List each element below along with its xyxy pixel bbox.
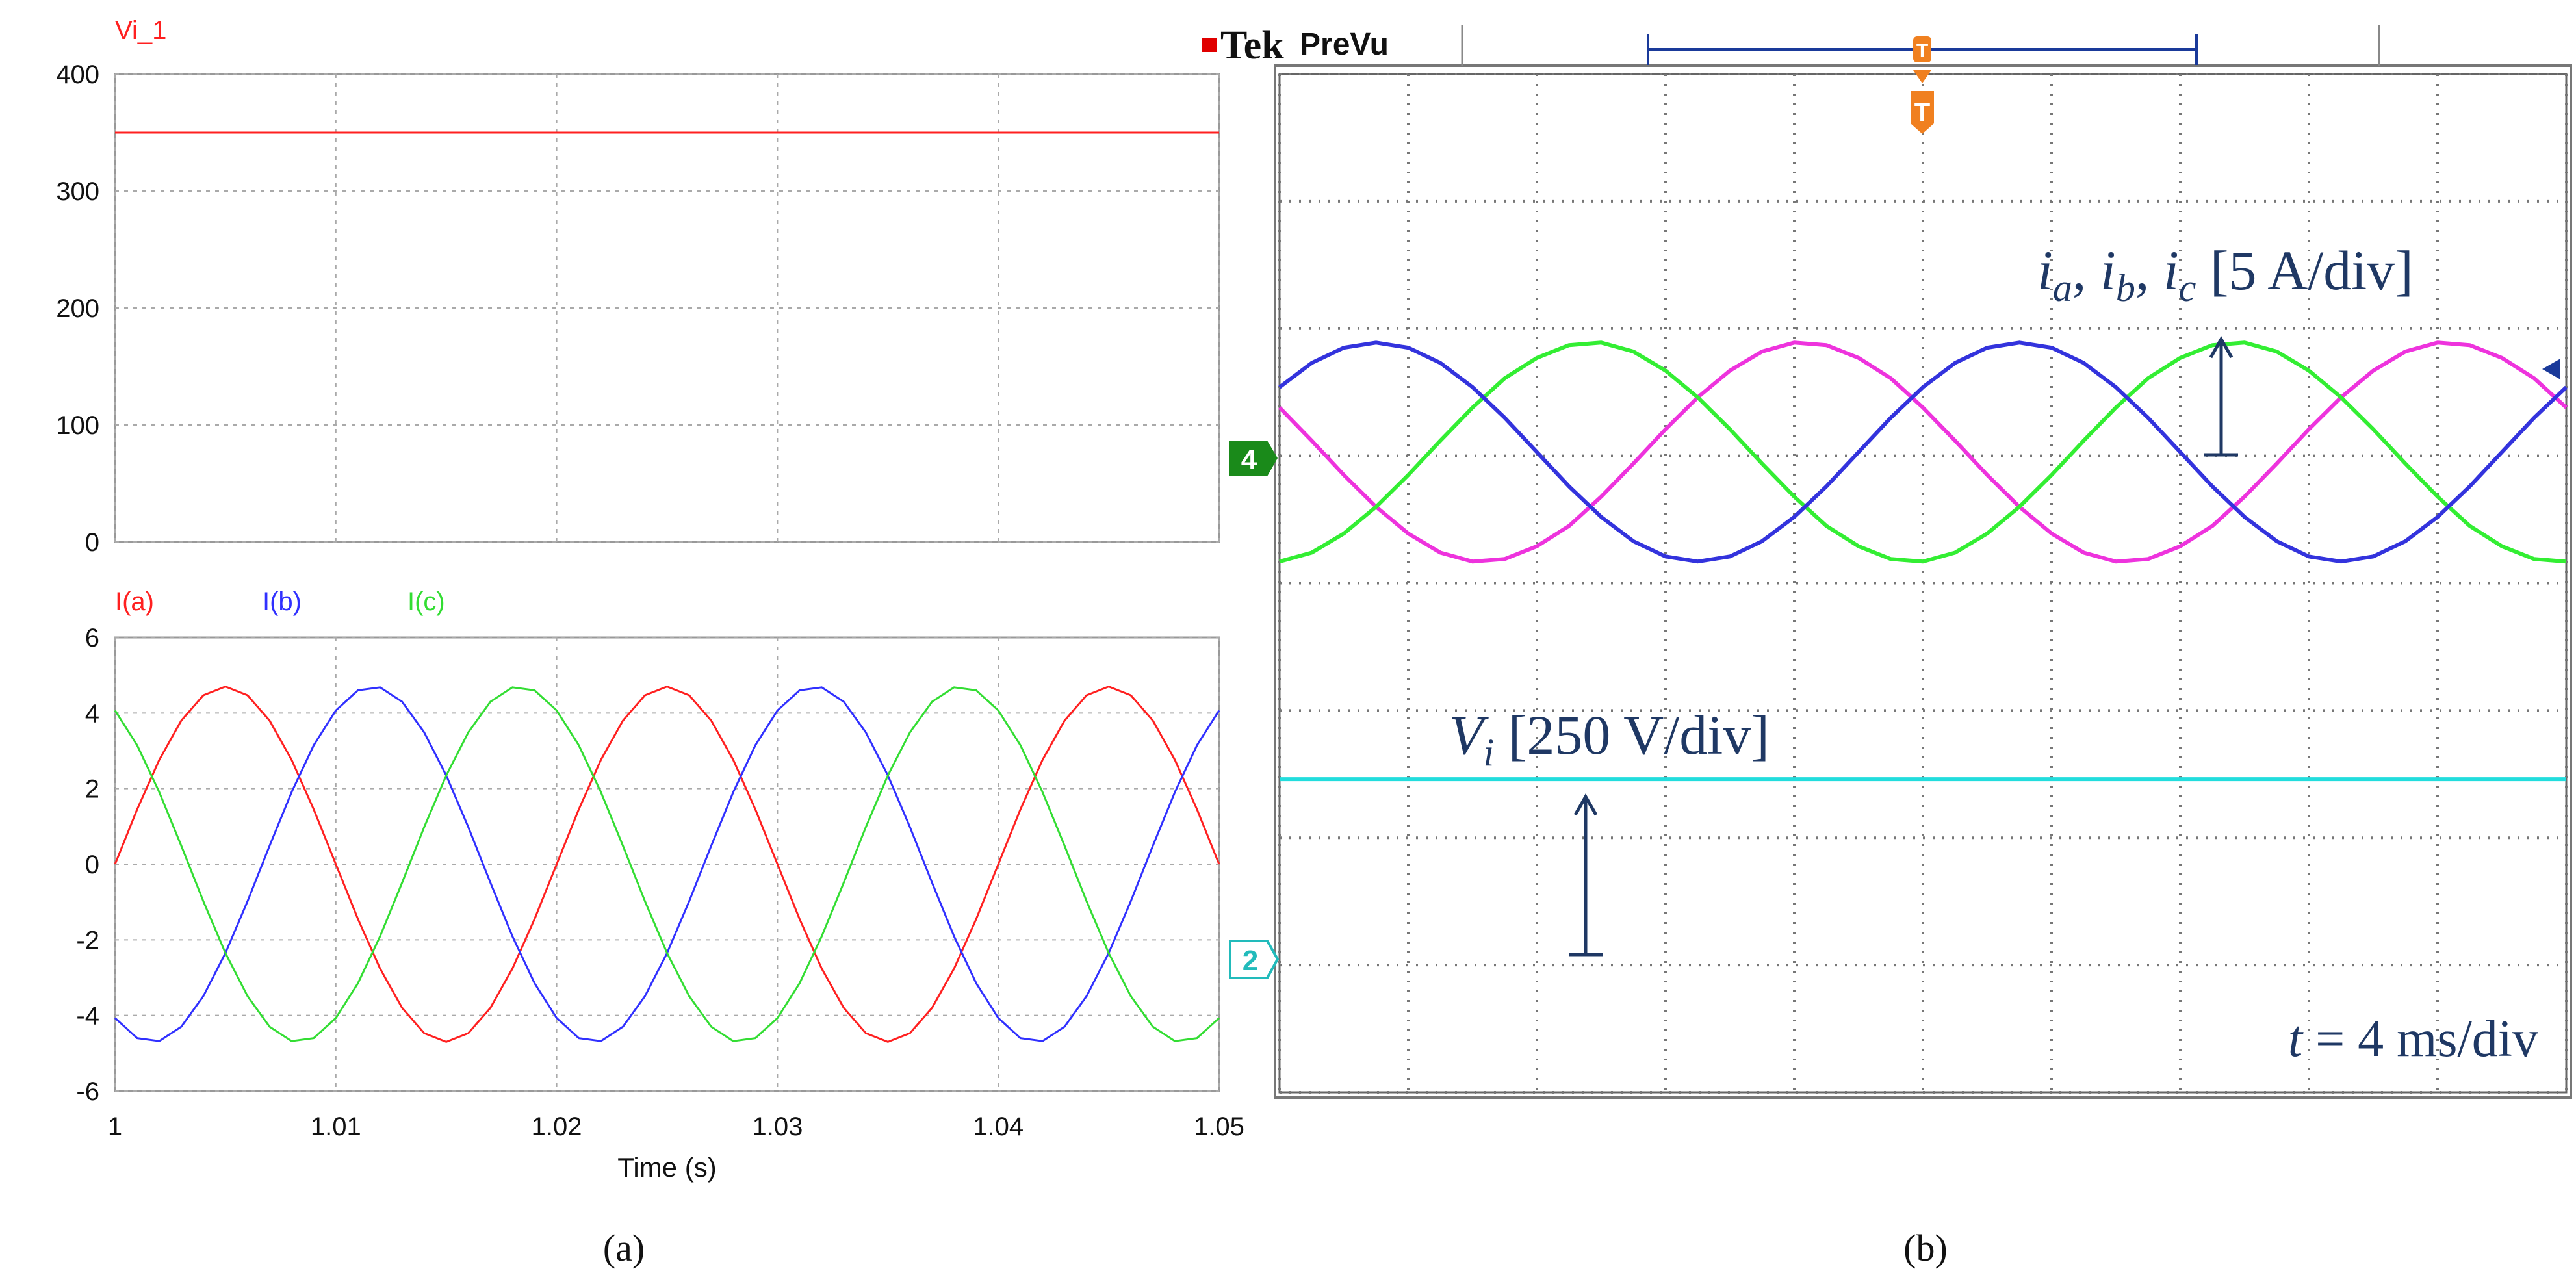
series-line (114, 686, 1220, 1042)
reference-marker (2542, 359, 2560, 379)
y-tick-label: 0 (85, 528, 99, 557)
annotation-part: a (2053, 266, 2072, 309)
scope-brand: Tek (1220, 23, 1284, 68)
trigger-label: T (1914, 98, 1930, 127)
y-tick-label: 2 (85, 775, 99, 804)
annotation-part: [250 V/div] (1494, 704, 1770, 766)
legend-label: I(c) (407, 587, 445, 616)
annotation-part: i (1484, 731, 1495, 774)
annotation-part: = 4 ms/div (2302, 1010, 2538, 1068)
x-tick-label: 1 (108, 1112, 122, 1141)
scope-run-indicator (1202, 38, 1217, 52)
x-axis-label: Time (s) (617, 1152, 716, 1183)
y-tick-label: 0 (85, 851, 99, 879)
current-annotation: ia, ib, ic [5 A/div] (2037, 239, 2414, 309)
annotation-part: [5 A/div] (2196, 239, 2413, 302)
channel-marker (1229, 441, 1278, 476)
y-tick-label: -2 (76, 926, 99, 955)
legend-label: I(a) (115, 587, 154, 616)
y-tick-label: 300 (56, 177, 99, 206)
annotation-part: i (2163, 239, 2179, 302)
trigger-position (1913, 36, 1931, 62)
trigger-marker (1911, 91, 1934, 134)
annotation-part: b (2116, 266, 2135, 309)
annotation-arrow (2209, 335, 2234, 359)
timebase-annotation: t = 4 ms/div (2288, 1010, 2538, 1068)
x-tick-label: 1.02 (532, 1112, 582, 1141)
annotation-part: , (2135, 239, 2163, 302)
annotation-part: t (2288, 1010, 2304, 1068)
voltage-annotation: Vi [250 V/div] (1449, 704, 1770, 774)
x-tick-label: 1.05 (1194, 1112, 1244, 1141)
trigger-label: T (1916, 40, 1928, 62)
annotation-part: i (2037, 239, 2053, 302)
y-tick-label: 400 (56, 60, 99, 89)
y-tick-label: 6 (85, 624, 99, 652)
y-tick-label: 100 (56, 411, 99, 440)
caption: (b) (1903, 1227, 1948, 1269)
x-tick-label: 1.04 (973, 1112, 1024, 1141)
channel-label: 4 (1241, 444, 1257, 476)
y-tick-label: 4 (85, 699, 99, 728)
scope-mode: PreVu (1300, 27, 1389, 62)
annotation-part: i (2100, 239, 2116, 302)
series-line (1278, 340, 2568, 564)
legend-label: Vi_1 (115, 16, 166, 45)
charts: 0 100 200 300 400 Vi_1 -6 -4 -2 0 2 4 6 1 1.01 1.02 1.03… (56, 16, 2568, 1183)
y-tick-label: 200 (56, 294, 99, 323)
annotation-part: , (2072, 239, 2100, 302)
annotation-part: c (2179, 266, 2196, 309)
series-line (1279, 340, 2567, 564)
x-tick-label: 1.01 (311, 1112, 361, 1141)
caption: (a) (603, 1227, 645, 1269)
annotation-arrow (1573, 793, 1598, 816)
series-line (1278, 340, 2568, 564)
trigger-pointer (1913, 70, 1931, 83)
channel-marker (1229, 940, 1280, 979)
legend-label: I(b) (263, 587, 302, 616)
annotation-part: V (1449, 704, 1489, 766)
x-tick-label: 1.03 (752, 1112, 803, 1141)
y-tick-label: -4 (76, 1002, 99, 1031)
channel-label: 2 (1243, 945, 1258, 977)
y-tick-label: -6 (76, 1077, 99, 1106)
